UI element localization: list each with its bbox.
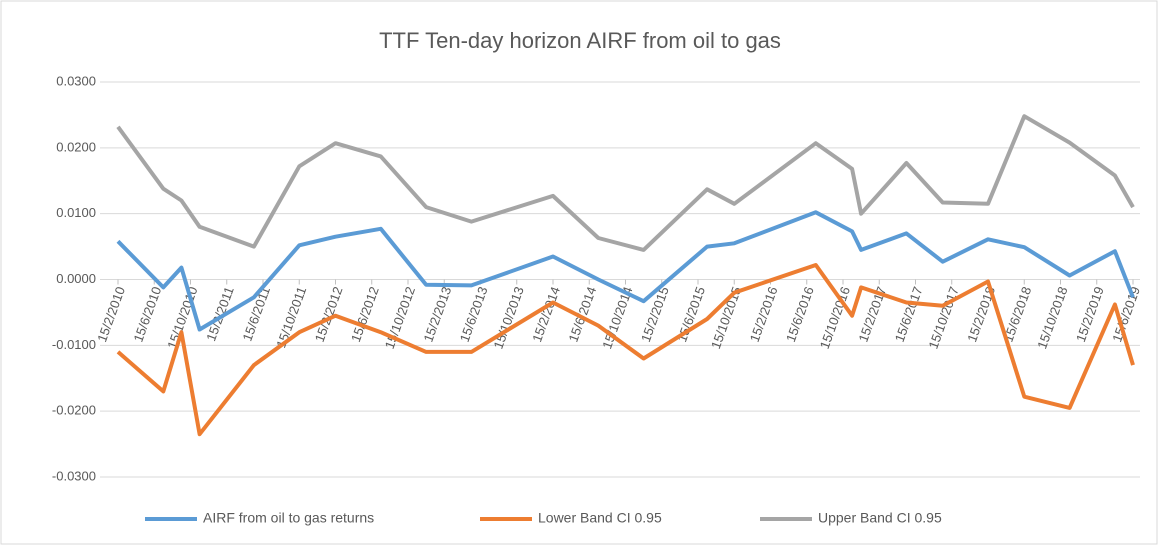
- legend-label: AIRF from oil to gas returns: [203, 510, 374, 526]
- chart-title: TTF Ten-day horizon AIRF from oil to gas: [379, 28, 781, 53]
- y-tick-label: -0.0100: [52, 337, 96, 352]
- series-line: [116, 114, 1135, 252]
- y-tick-label: 0.0100: [56, 205, 96, 220]
- y-tick-label: 0.0200: [56, 139, 96, 154]
- y-tick-label: 0.0000: [56, 271, 96, 286]
- series-line: [116, 210, 1135, 332]
- y-tick-label: -0.0200: [52, 403, 96, 418]
- legend-label: Upper Band CI 0.95: [818, 510, 942, 526]
- series-line: [116, 263, 1135, 437]
- legend-label: Lower Band CI 0.95: [538, 510, 662, 526]
- y-tick-label: -0.0300: [52, 468, 96, 483]
- y-tick-label: 0.0300: [56, 73, 96, 88]
